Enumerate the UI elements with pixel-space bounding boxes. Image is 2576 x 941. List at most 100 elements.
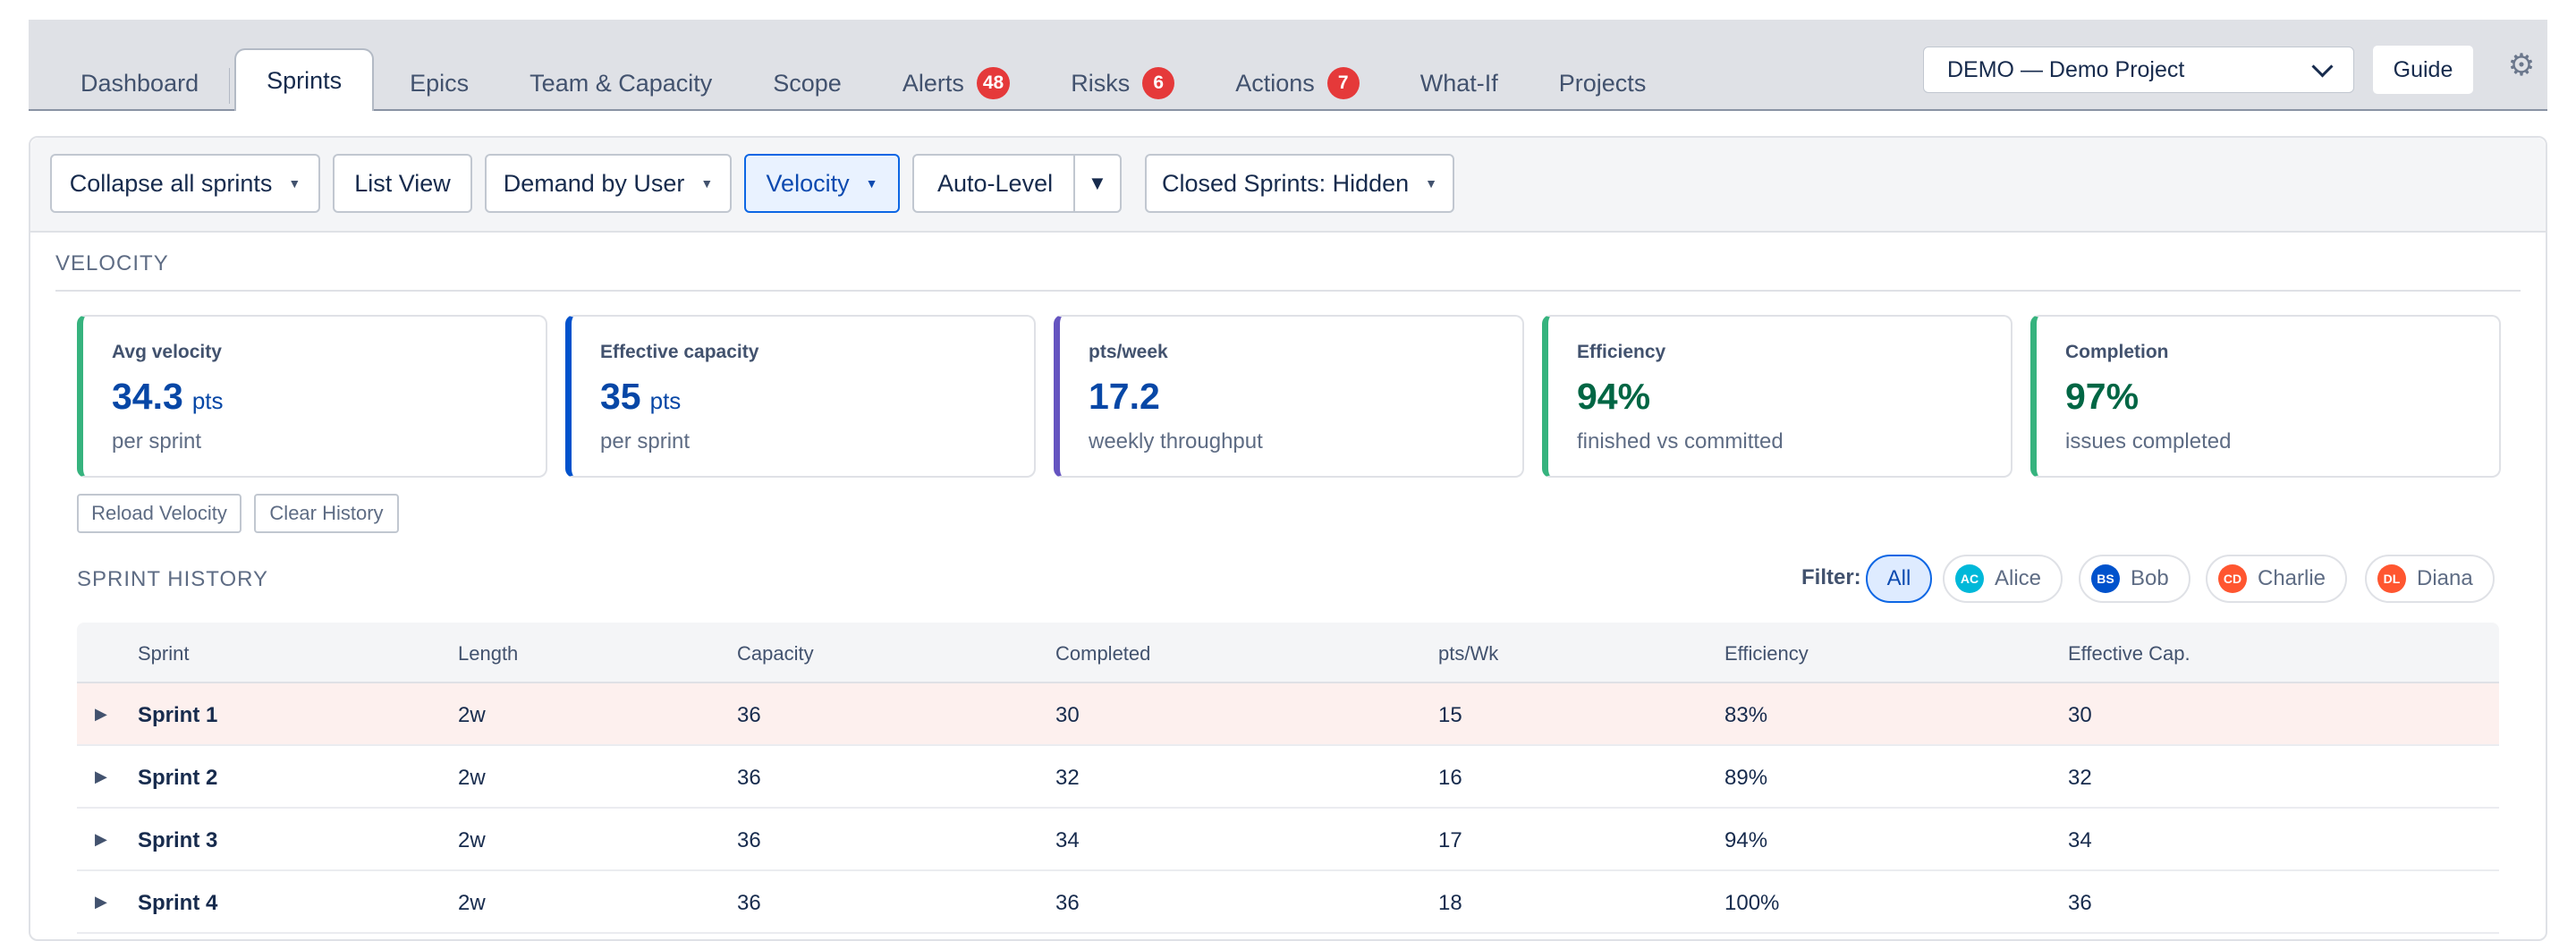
cell-efficiency: 83%: [1724, 703, 1768, 727]
auto-level-button[interactable]: Auto-Level: [937, 169, 1054, 197]
collapse-all-sprints-button[interactable]: Collapse all sprints ▼: [50, 154, 320, 213]
metric-subtitle: finished vs committed: [1577, 429, 1784, 454]
expand-row-icon[interactable]: ▶: [95, 767, 107, 785]
closed-sprints-toggle[interactable]: Closed Sprints: Hidden ▼: [1145, 154, 1454, 213]
table-header: Sprint Length Capacity Completed pts/Wk …: [77, 623, 2499, 683]
expand-row-icon[interactable]: ▶: [95, 893, 107, 911]
tab-label: Risks: [1071, 69, 1131, 97]
filter-chip-diana[interactable]: DL Diana: [2365, 555, 2495, 603]
button-label: Demand by User: [503, 169, 685, 197]
metric-number: 34.3: [112, 376, 183, 417]
tab-label: Dashboard: [80, 69, 199, 97]
tab-sprints[interactable]: Sprints: [234, 48, 375, 111]
tab-epics[interactable]: Epics: [379, 55, 499, 111]
gear-icon[interactable]: ⚙: [2507, 48, 2536, 82]
auto-level-dropdown-icon[interactable]: ▼: [1088, 172, 1107, 194]
tab-label: Epics: [410, 69, 470, 97]
velocity-button[interactable]: Velocity ▼: [744, 154, 900, 213]
alerts-count-badge: 48: [976, 67, 1011, 99]
tab-label: Actions: [1235, 69, 1315, 97]
tab-label: Scope: [773, 69, 842, 97]
column-header[interactable]: Completed: [1055, 642, 1151, 665]
tab-alerts[interactable]: Alerts 48: [872, 55, 1040, 111]
cell-effective-cap: 32: [2068, 766, 2092, 790]
list-view-button[interactable]: List View: [333, 154, 472, 213]
column-header[interactable]: Efficiency: [1724, 642, 1809, 665]
table-row[interactable]: ▶ Sprint 2 2w 36 32 16 89% 32: [77, 746, 2499, 809]
filter-chip-bob[interactable]: BS Bob: [2079, 555, 2190, 603]
metric-value: 94%: [1577, 376, 1650, 418]
reload-velocity-button[interactable]: Reload Velocity: [77, 494, 242, 533]
section-divider: [55, 290, 2521, 292]
metric-subtitle: per sprint: [112, 429, 202, 454]
chip-label: Alice: [1995, 566, 2042, 590]
chip-label: Charlie: [2258, 566, 2326, 590]
metric-number: 35: [600, 376, 641, 417]
cell-length: 2w: [458, 766, 486, 790]
chip-label: Bob: [2131, 566, 2169, 590]
clear-history-button[interactable]: Clear History: [254, 494, 399, 533]
column-header[interactable]: Length: [458, 642, 519, 665]
filter-chip-charlie[interactable]: CD Charlie: [2206, 555, 2348, 603]
metric-unit: pts: [649, 387, 682, 414]
metric-label: Efficiency: [1577, 342, 1666, 362]
metric-card-effective-capacity: Effective capacity 35 pts per sprint: [565, 315, 1036, 478]
tab-team-capacity[interactable]: Team & Capacity: [499, 55, 742, 111]
table-row[interactable]: ▶ Sprint 4 2w 36 36 18 100% 36: [77, 871, 2499, 934]
sprint-name: Sprint 3: [138, 828, 218, 852]
cell-pts-week: 15: [1438, 703, 1462, 727]
cell-length: 2w: [458, 828, 486, 852]
expand-row-icon[interactable]: ▶: [95, 830, 107, 848]
demand-by-user-button[interactable]: Demand by User ▼: [485, 154, 732, 213]
column-header[interactable]: pts/Wk: [1438, 642, 1499, 665]
metric-number: 17.2: [1089, 376, 1160, 417]
cell-capacity: 36: [737, 703, 761, 727]
metric-value: 97%: [2065, 376, 2139, 418]
metric-label: pts/week: [1089, 342, 1168, 362]
filter-chip-all[interactable]: All: [1866, 555, 1932, 603]
avatar: CD: [2218, 564, 2247, 593]
filter-label: Filter:: [1801, 565, 1861, 589]
tab-label: Team & Capacity: [530, 69, 713, 97]
tab-what-if[interactable]: What-If: [1390, 55, 1529, 111]
cell-pts-week: 17: [1438, 828, 1462, 852]
column-header[interactable]: Sprint: [138, 642, 190, 665]
sprint-name: Sprint 2: [138, 766, 218, 790]
metric-subtitle: issues completed: [2065, 429, 2232, 454]
expand-row-icon[interactable]: ▶: [95, 705, 107, 723]
sprints-panel: Collapse all sprints ▼ List View Demand b…: [29, 136, 2547, 941]
cell-efficiency: 89%: [1724, 766, 1768, 790]
metric-subtitle: per sprint: [600, 429, 691, 454]
metric-card-avg-velocity: Avg velocity 34.3 pts per sprint: [77, 315, 547, 478]
metric-value: 17.2: [1089, 376, 1160, 418]
avatar: AC: [1955, 564, 1984, 593]
caret-down-icon: ▼: [288, 176, 301, 191]
filter-chip-alice[interactable]: AC Alice: [1943, 555, 2063, 603]
caret-down-icon: ▼: [1425, 176, 1437, 191]
tab-scope[interactable]: Scope: [742, 55, 872, 111]
project-select[interactable]: DEMO — Demo Project: [1923, 47, 2354, 93]
cell-completed: 32: [1055, 766, 1080, 790]
sprint-history-title: SPRINT HISTORY: [77, 567, 269, 591]
metric-value: 34.3 pts: [112, 376, 224, 418]
column-header[interactable]: Capacity: [737, 642, 814, 665]
guide-button[interactable]: Guide: [2372, 45, 2474, 95]
column-header[interactable]: Effective Cap.: [2068, 642, 2190, 665]
cell-completed: 34: [1055, 828, 1080, 852]
caret-down-icon: ▼: [700, 176, 714, 191]
table-row[interactable]: ▶ Sprint 3 2w 36 34 17 94% 34: [77, 809, 2499, 871]
button-label: Velocity: [766, 169, 850, 197]
cell-efficiency: 100%: [1724, 891, 1780, 915]
table-row[interactable]: ▶ Sprint 1 2w 36 30 15 83% 30: [77, 683, 2499, 746]
cell-length: 2w: [458, 703, 486, 727]
tab-risks[interactable]: Risks 6: [1040, 55, 1205, 111]
cell-effective-cap: 34: [2068, 828, 2092, 852]
tab-actions[interactable]: Actions 7: [1205, 55, 1390, 111]
metric-label: Effective capacity: [600, 342, 759, 362]
tab-dashboard[interactable]: Dashboard: [50, 55, 231, 111]
project-select-value: DEMO — Demo Project: [1947, 56, 2185, 82]
chevron-down-icon: [2311, 55, 2334, 78]
metric-card-completion: Completion 97% issues completed: [2030, 315, 2501, 478]
tab-projects[interactable]: Projects: [1529, 55, 1677, 111]
cell-effective-cap: 30: [2068, 703, 2092, 727]
